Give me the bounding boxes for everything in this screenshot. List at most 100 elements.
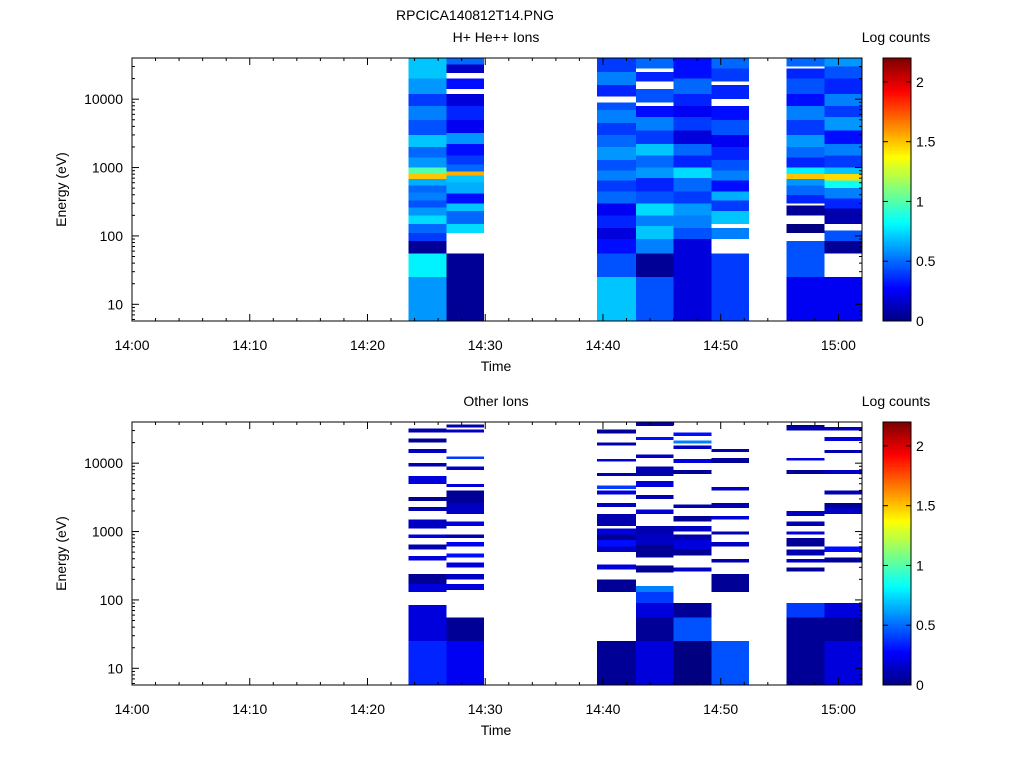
colorbar-swatch: [883, 141, 911, 145]
heatmap-cell: [446, 93, 485, 106]
colorbar-swatch: [883, 446, 911, 449]
heatmap-cell: [824, 503, 862, 509]
heatmap-cell: [635, 422, 674, 426]
heatmap-cell: [673, 130, 712, 145]
panel-title: H+ He++ Ions: [453, 29, 540, 45]
colorbar-swatch: [883, 71, 911, 74]
colorbar-swatch: [883, 492, 911, 495]
heatmap-cell: [635, 592, 674, 604]
heatmap-cell: [446, 429, 485, 433]
x-tick-label: 14:50: [703, 701, 738, 717]
heatmap-cell: [673, 78, 712, 94]
colorbar-swatch: [883, 638, 911, 642]
colorbar-swatch: [883, 169, 911, 173]
colorbar-swatch: [883, 176, 911, 180]
colorbar-swatch: [883, 656, 911, 660]
colorbar-swatch: [883, 597, 911, 601]
heatmap-cell: [824, 130, 862, 145]
colorbar-swatch: [883, 246, 911, 250]
y-tick-label: 10000: [84, 91, 123, 107]
colorbar-swatch: [883, 564, 911, 568]
heatmap-cell: [824, 508, 862, 515]
heatmap-cell: [597, 485, 636, 489]
heatmap-cell: [446, 78, 485, 90]
colorbar-swatch: [883, 557, 911, 561]
colorbar-swatch: [883, 204, 911, 208]
colorbar-swatch: [883, 487, 911, 491]
heatmap-cell: [597, 146, 636, 160]
heatmap-cell: [635, 480, 674, 487]
heatmap-cell: [673, 515, 712, 522]
colorbar-tick-label: 0: [916, 313, 924, 329]
colorbar-swatch: [883, 641, 911, 644]
colorbar-swatch: [883, 463, 911, 467]
colorbar-swatch: [883, 202, 911, 206]
heatmap-cell: [446, 553, 485, 558]
x-tick-label: 14:30: [468, 337, 503, 353]
panel-h-he-ions: H+ He++ Ions 14:00 14:10 14:20 14:30 14:40 14:…: [53, 29, 936, 374]
colorbar-tick-label: 0: [916, 677, 924, 693]
colorbar-swatch: [883, 678, 911, 682]
heatmap-cell: [711, 449, 749, 453]
heatmap-cell: [408, 185, 447, 193]
colorbar-swatch: [883, 217, 911, 221]
heatmap-cell: [711, 58, 749, 69]
heatmap-cell: [597, 579, 636, 593]
colorbar-tick-label: 2: [916, 74, 924, 90]
heatmap-cell: [711, 457, 749, 464]
colorbar-swatch: [883, 125, 911, 129]
x-tick-label: 14:20: [350, 701, 385, 717]
colorbar-swatch: [883, 279, 911, 283]
heatmap-cell: [786, 521, 825, 527]
heatmap-cell: [673, 203, 712, 216]
heatmap-cell: [711, 531, 749, 535]
colorbar-swatch: [883, 79, 911, 83]
heatmap-cell: [824, 603, 862, 618]
colorbar-swatch: [883, 145, 911, 149]
colorbar-swatch: [883, 93, 911, 96]
heatmap-cell: [635, 641, 674, 685]
heatmap-cell: [824, 167, 862, 175]
colorbar-swatch: [883, 441, 911, 445]
heatmap-cell: [786, 68, 825, 79]
heatmap-cell: [408, 277, 447, 321]
heatmap-cell: [786, 194, 825, 204]
heatmap-cell: [408, 497, 447, 501]
colorbar-swatch: [883, 660, 911, 664]
colorbar-swatch: [883, 549, 911, 552]
colorbar-swatch: [883, 97, 911, 101]
heatmap-cell: [408, 223, 447, 234]
colorbar-swatch: [883, 60, 911, 63]
colorbar-swatch: [883, 560, 911, 563]
colorbar-swatch: [883, 156, 911, 160]
heatmap-cell: [711, 515, 749, 520]
heatmap-cell: [635, 105, 674, 117]
colorbar-swatch: [883, 303, 911, 307]
colorbar-swatch: [883, 494, 911, 498]
heatmap-cell: [786, 78, 825, 94]
colorbar-swatch: [883, 112, 911, 116]
colorbar-swatch: [883, 143, 911, 147]
colorbar-swatch: [883, 430, 911, 434]
heatmap-cell: [711, 542, 749, 547]
colorbar: 0 0.5 1 1.5 2 Log counts: [862, 393, 936, 693]
colorbar-swatch: [883, 457, 911, 460]
heatmap-cell: [711, 105, 749, 120]
heatmap-cell: [597, 459, 636, 462]
colorbar-swatch: [883, 669, 911, 673]
colorbar: 0 0.5 1 1.5 2 Log counts: [862, 29, 936, 329]
heatmap-cell: [711, 228, 749, 240]
colorbar-swatch: [883, 310, 911, 313]
colorbar-swatch: [883, 505, 911, 509]
heatmap-cell: [786, 567, 825, 572]
heatmap-cell: [597, 490, 636, 495]
y-axis-label: Energy (eV): [53, 516, 69, 591]
colorbar-swatch: [883, 652, 911, 655]
heatmap-cell: [673, 534, 712, 541]
colorbar-swatch: [883, 518, 911, 522]
heatmap-cell: [597, 429, 636, 434]
heatmap-cell: [446, 105, 485, 120]
colorbar-swatch: [883, 531, 911, 535]
colorbar-swatch: [883, 288, 911, 291]
colorbar-swatch: [883, 540, 911, 544]
